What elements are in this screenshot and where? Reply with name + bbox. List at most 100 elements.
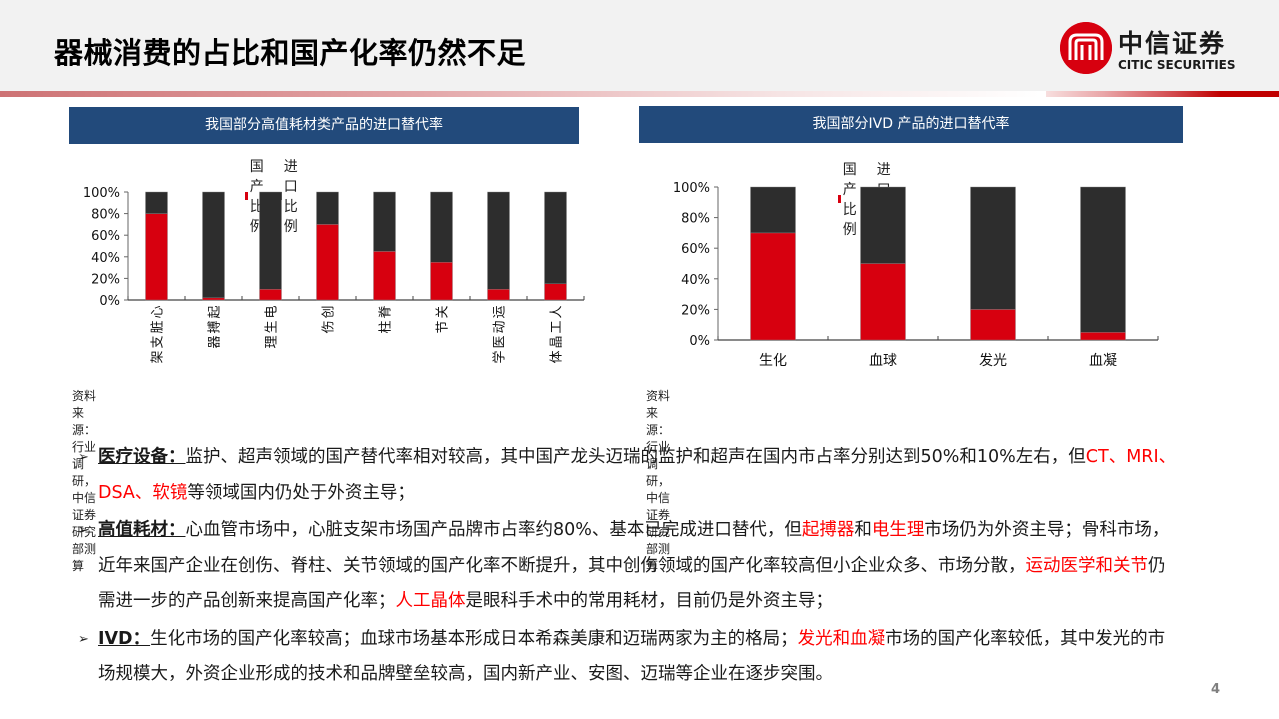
highlighted-text: 发光和血凝 — [797, 628, 886, 649]
y-tick-label: 100% — [83, 186, 120, 201]
y-tick-label: 40% — [681, 273, 710, 288]
logo-english-name: CITIC SECURITIES — [1118, 58, 1236, 72]
right-stacked-bar-chart: 0% 20% 40% 60% 80% 100% 生化 血球 发光 血凝 — [673, 181, 1159, 369]
page-number: 4 — [1211, 682, 1221, 697]
bullet-high-value-consumables: ➢ 高值耗材：心血管市场中，心脏支架市场国产品牌市占率约80%、基本已完成进口替… — [78, 513, 1178, 620]
svg-text:电: 电 — [265, 305, 280, 318]
bar-segment — [970, 186, 1016, 310]
legend-swatch-domestic — [245, 192, 248, 200]
y-tick-label: 40% — [91, 251, 120, 266]
x-category-label: 人工晶体 — [550, 305, 565, 363]
y-tick-label: 60% — [91, 229, 120, 244]
bar-segment — [202, 191, 225, 299]
x-category-label: 脊柱 — [379, 305, 394, 333]
y-tick-label: 0% — [689, 334, 710, 349]
svg-text:柱: 柱 — [379, 320, 394, 333]
body-text: 市场仍为外资主导；骨科市场，近年来国产企业在创伤、脊柱、关节领域的国产化率不断提… — [98, 520, 1170, 576]
bar-segment — [1080, 332, 1126, 341]
bullet-ivd: ➢ IVD：生化市场的国产化率较高；血球市场基本形成日本希森美康和迈瑞两家为主的… — [78, 622, 1178, 693]
y-tick-label: 100% — [673, 181, 710, 196]
y-tick-label: 60% — [681, 242, 710, 257]
arrow-bullet-icon: ➢ — [78, 631, 89, 647]
body-text: 和 — [854, 520, 872, 540]
accent-gradient — [0, 91, 1040, 97]
bar-segment — [1080, 186, 1126, 333]
highlighted-text: 电生理 — [871, 520, 925, 540]
y-tick-label: 0% — [99, 294, 120, 309]
x-category-label: 生化 — [759, 353, 787, 369]
highlighted-text: 人工晶体 — [395, 591, 466, 611]
left-chart-source: 资料来源：行业调研，中信证券研究部测算 — [72, 389, 97, 573]
bar-segment — [259, 191, 282, 290]
svg-text:脊: 脊 — [379, 305, 394, 318]
bar-segment — [145, 213, 168, 301]
legend-item-domestic: 国产比例 — [838, 159, 862, 239]
body-text: 监护、超声领域的国产替代率相对较高，其中国产龙头迈瑞的监护和超声在国内市占率分别… — [185, 447, 1086, 467]
svg-text:人: 人 — [550, 305, 565, 318]
right-chart-source: 资料来源：行业调研，中信证券研究部测算 — [646, 389, 671, 573]
bar-segment — [373, 191, 396, 252]
accent-steps — [1046, 91, 1279, 97]
x-category-label: 电生理 — [265, 305, 280, 348]
slide-header: 器械消费的占比和国产化率仍然不足 中信证券 CITIC SECURITIES — [0, 0, 1279, 92]
left-stacked-bar-chart: 0% 20% 40% 60% 80% 100% 心脏支架 起搏器 电生理 创伤 脊柱 关节 运动医学 人工… — [83, 186, 585, 364]
page-title: 器械消费的占比和国产化率仍然不足 — [54, 36, 527, 70]
svg-text:学: 学 — [492, 350, 508, 363]
citic-logo-icon — [1060, 22, 1112, 74]
y-tick-label: 20% — [91, 272, 120, 287]
y-tick-label: 80% — [91, 208, 120, 223]
bullet-body: 生化市场的国产化率较高；血球市场基本形成日本希森美康和迈瑞两家为主的格局；发光和… — [98, 629, 1165, 685]
bar-segment — [430, 261, 453, 301]
legend-label: 国产比例 — [842, 162, 857, 238]
svg-text:器: 器 — [208, 335, 223, 348]
x-category-label: 运动医学 — [492, 305, 508, 363]
body-text: 等领域国内仍处于外资主导； — [187, 482, 415, 503]
bar-segment — [316, 224, 339, 301]
svg-text:创: 创 — [322, 305, 337, 318]
svg-text:动: 动 — [493, 320, 508, 333]
legend-swatch-domestic — [838, 195, 841, 203]
body-text: 市场的国产化率较低，其中发光的市场规模大，外资企业形成的技术和品牌壁垒较高，国内… — [98, 628, 1166, 685]
x-category-label: 起搏器 — [207, 305, 223, 348]
bar-segment — [316, 191, 339, 225]
y-tick-label: 80% — [681, 212, 710, 227]
highlighted-text: 运动医学和关节 — [1025, 555, 1149, 576]
legend-item-import: 进口比例 — [279, 156, 303, 236]
bullet-body: 监护、超声领域的国产替代率相对较高，其中国产龙头迈瑞的监护和超声在国内市占率分别… — [98, 447, 1176, 503]
x-category-label: 关节 — [436, 305, 451, 333]
x-category-label: 发光 — [979, 353, 1007, 369]
svg-text:节: 节 — [436, 320, 451, 333]
header-accent-bar — [0, 91, 1279, 97]
left-chart-title: 我国部分高值耗材类产品的进口替代率 — [69, 107, 579, 144]
bar-segment — [750, 186, 796, 234]
body-text: 是眼科手术中的常用耗材，目前仍是外资主导； — [465, 591, 834, 611]
x-category-label: 创伤 — [322, 305, 337, 333]
x-category-label: 血凝 — [1089, 353, 1117, 369]
bar-segment — [373, 251, 396, 301]
x-category-label: 心脏支架 — [151, 305, 166, 363]
svg-text:晶: 晶 — [550, 335, 565, 348]
bar-segment — [544, 191, 567, 285]
bullet-lead: 医疗设备： — [98, 447, 186, 467]
citic-logo: 中信证券 CITIC SECURITIES — [1060, 22, 1250, 78]
svg-text:理: 理 — [265, 335, 280, 348]
body-text: 生化市场的国产化率较高；血球市场基本形成日本希森美康和迈瑞两家为主的格局； — [150, 628, 798, 649]
x-category-label: 血球 — [869, 353, 897, 369]
key-points-list: ➢ 医疗设备：监护、超声领域的国产替代率相对较高，其中国产龙头迈瑞的监护和超声在… — [78, 440, 1178, 695]
bullet-medical-equipment: ➢ 医疗设备：监护、超声领域的国产替代率相对较高，其中国产龙头迈瑞的监护和超声在… — [78, 440, 1178, 511]
highlighted-text: 起搏器 — [801, 520, 855, 540]
bar-segment — [750, 232, 796, 341]
svg-text:伤: 伤 — [322, 320, 337, 333]
bar-segment — [202, 297, 225, 301]
logo-chinese-name: 中信证券 — [1118, 29, 1227, 58]
body-text: 心血管市场中，心脏支架市场国产品牌市占率约80%、基本已完成进口替代，但 — [185, 520, 802, 540]
arrow-bullet-icon: ➢ — [78, 450, 89, 465]
svg-text:生: 生 — [265, 320, 280, 333]
bar-segment — [259, 288, 282, 301]
accent-gap — [1040, 91, 1046, 97]
bar-segment — [544, 283, 567, 301]
svg-text:运: 运 — [493, 305, 508, 318]
svg-text:脏: 脏 — [151, 320, 166, 333]
svg-text:心: 心 — [151, 305, 166, 318]
bar-segment — [487, 191, 510, 290]
